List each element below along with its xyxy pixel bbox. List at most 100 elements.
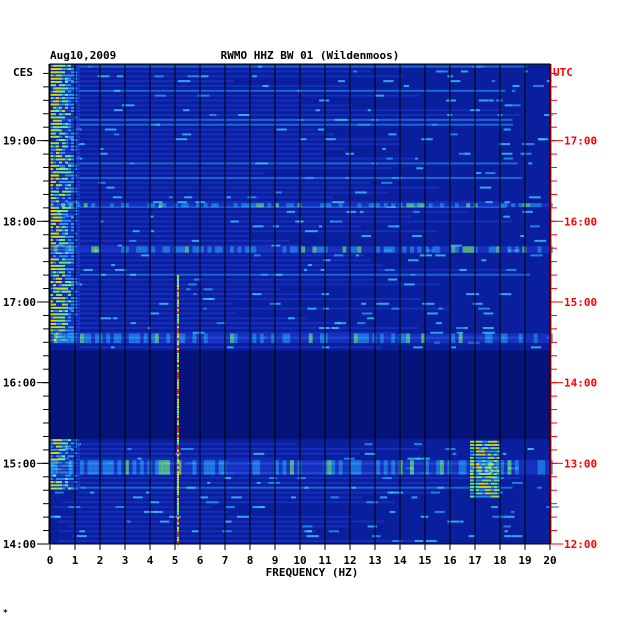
tremor-line-cell bbox=[177, 299, 179, 302]
low-frequency-cell bbox=[71, 477, 74, 480]
low-frequency-cell bbox=[56, 177, 59, 180]
energy-spot bbox=[154, 75, 164, 78]
right-tick-label: 15:00 bbox=[564, 296, 597, 309]
low-frequency-cell bbox=[53, 264, 56, 267]
low-frequency-cell bbox=[71, 84, 74, 87]
low-frequency-cell bbox=[59, 161, 62, 164]
low-frequency-cell bbox=[68, 300, 71, 303]
low-frequency-cell bbox=[65, 148, 68, 151]
low-frequency-cell bbox=[62, 287, 65, 290]
low-frequency-cell bbox=[50, 448, 53, 451]
low-frequency-cell bbox=[77, 213, 80, 216]
energy-spot bbox=[387, 278, 398, 281]
energy-band bbox=[158, 203, 163, 208]
energy-band bbox=[503, 203, 508, 208]
low-frequency-cell bbox=[62, 281, 65, 284]
low-frequency-cell bbox=[59, 200, 62, 203]
low-frequency-cell bbox=[56, 455, 59, 458]
energy-band bbox=[342, 460, 347, 475]
energy-band bbox=[95, 203, 99, 208]
source-cell bbox=[497, 466, 500, 469]
energy-band bbox=[61, 203, 66, 208]
low-frequency-cell bbox=[56, 277, 59, 280]
energy-spot bbox=[495, 99, 503, 102]
energy-spot bbox=[502, 452, 507, 455]
low-frequency-cell bbox=[71, 187, 74, 190]
energy-spot bbox=[187, 75, 201, 78]
low-frequency-cell bbox=[53, 64, 56, 67]
low-frequency-cell bbox=[77, 255, 80, 258]
low-frequency-cell bbox=[71, 77, 74, 80]
tremor-line-cell bbox=[177, 289, 179, 292]
source-cell bbox=[470, 482, 473, 485]
low-frequency-cell bbox=[59, 113, 62, 116]
source-cell bbox=[491, 489, 494, 492]
energy-spot bbox=[504, 104, 513, 107]
low-frequency-cell bbox=[65, 242, 68, 245]
low-frequency-cell bbox=[77, 277, 80, 280]
low-frequency-cell bbox=[59, 177, 62, 180]
tremor-line-cell bbox=[177, 314, 179, 317]
energy-band bbox=[425, 460, 429, 475]
energy-spot bbox=[98, 181, 106, 184]
low-frequency-cell bbox=[59, 226, 62, 229]
low-frequency-cell bbox=[56, 481, 59, 484]
tremor-line-cell bbox=[177, 427, 179, 430]
low-frequency-cell bbox=[65, 452, 68, 455]
source-cell bbox=[476, 460, 479, 463]
energy-band bbox=[350, 246, 354, 253]
low-frequency-cell bbox=[59, 458, 62, 461]
low-frequency-cell bbox=[56, 255, 59, 258]
low-frequency-cell bbox=[56, 251, 59, 254]
energy-band bbox=[125, 203, 129, 208]
energy-spot bbox=[482, 326, 494, 329]
energy-band bbox=[185, 203, 189, 208]
low-frequency-cell bbox=[56, 281, 59, 284]
low-frequency-cell bbox=[68, 200, 71, 203]
low-frequency-cell bbox=[77, 222, 80, 225]
energy-band bbox=[196, 203, 201, 208]
low-frequency-cell bbox=[59, 287, 62, 290]
low-frequency-cell bbox=[53, 300, 56, 303]
low-frequency-cell bbox=[53, 142, 56, 145]
low-frequency-cell bbox=[71, 113, 74, 116]
low-frequency-cell bbox=[56, 210, 59, 213]
low-frequency-cell bbox=[77, 148, 80, 151]
right-tick-label: 13:00 bbox=[564, 457, 597, 470]
energy-spot bbox=[50, 515, 60, 518]
low-frequency-cell bbox=[50, 258, 53, 261]
source-cell bbox=[485, 492, 488, 495]
tremor-line-cell bbox=[177, 468, 179, 471]
tremor-line-cell bbox=[177, 534, 179, 537]
energy-band bbox=[526, 333, 531, 344]
energy-spot bbox=[149, 312, 159, 315]
energy-band bbox=[87, 246, 92, 253]
energy-band bbox=[436, 333, 441, 344]
energy-band bbox=[537, 333, 542, 344]
low-frequency-cell bbox=[77, 251, 80, 254]
low-frequency-cell bbox=[53, 132, 56, 135]
low-frequency-cell bbox=[56, 142, 59, 145]
low-frequency-cell bbox=[68, 326, 71, 329]
energy-band bbox=[132, 203, 137, 208]
low-frequency-cell bbox=[77, 448, 80, 451]
tremor-line-cell bbox=[177, 456, 179, 459]
energy-band bbox=[406, 246, 411, 253]
energy-spot bbox=[546, 506, 559, 509]
energy-spot bbox=[344, 457, 355, 460]
low-frequency-cell bbox=[62, 222, 65, 225]
energy-spot bbox=[511, 535, 523, 538]
low-frequency-cell bbox=[68, 287, 71, 290]
energy-band bbox=[470, 333, 474, 344]
low-frequency-cell bbox=[65, 116, 68, 119]
energy-band bbox=[95, 333, 99, 344]
low-frequency-cell bbox=[62, 226, 65, 229]
low-frequency-cell bbox=[65, 216, 68, 219]
energy-band bbox=[226, 203, 231, 208]
energy-band bbox=[402, 203, 407, 208]
energy-band bbox=[113, 460, 118, 475]
energy-spot bbox=[413, 210, 420, 213]
low-frequency-cell bbox=[56, 313, 59, 316]
low-frequency-cell bbox=[53, 77, 56, 80]
low-frequency-cell bbox=[77, 242, 80, 245]
